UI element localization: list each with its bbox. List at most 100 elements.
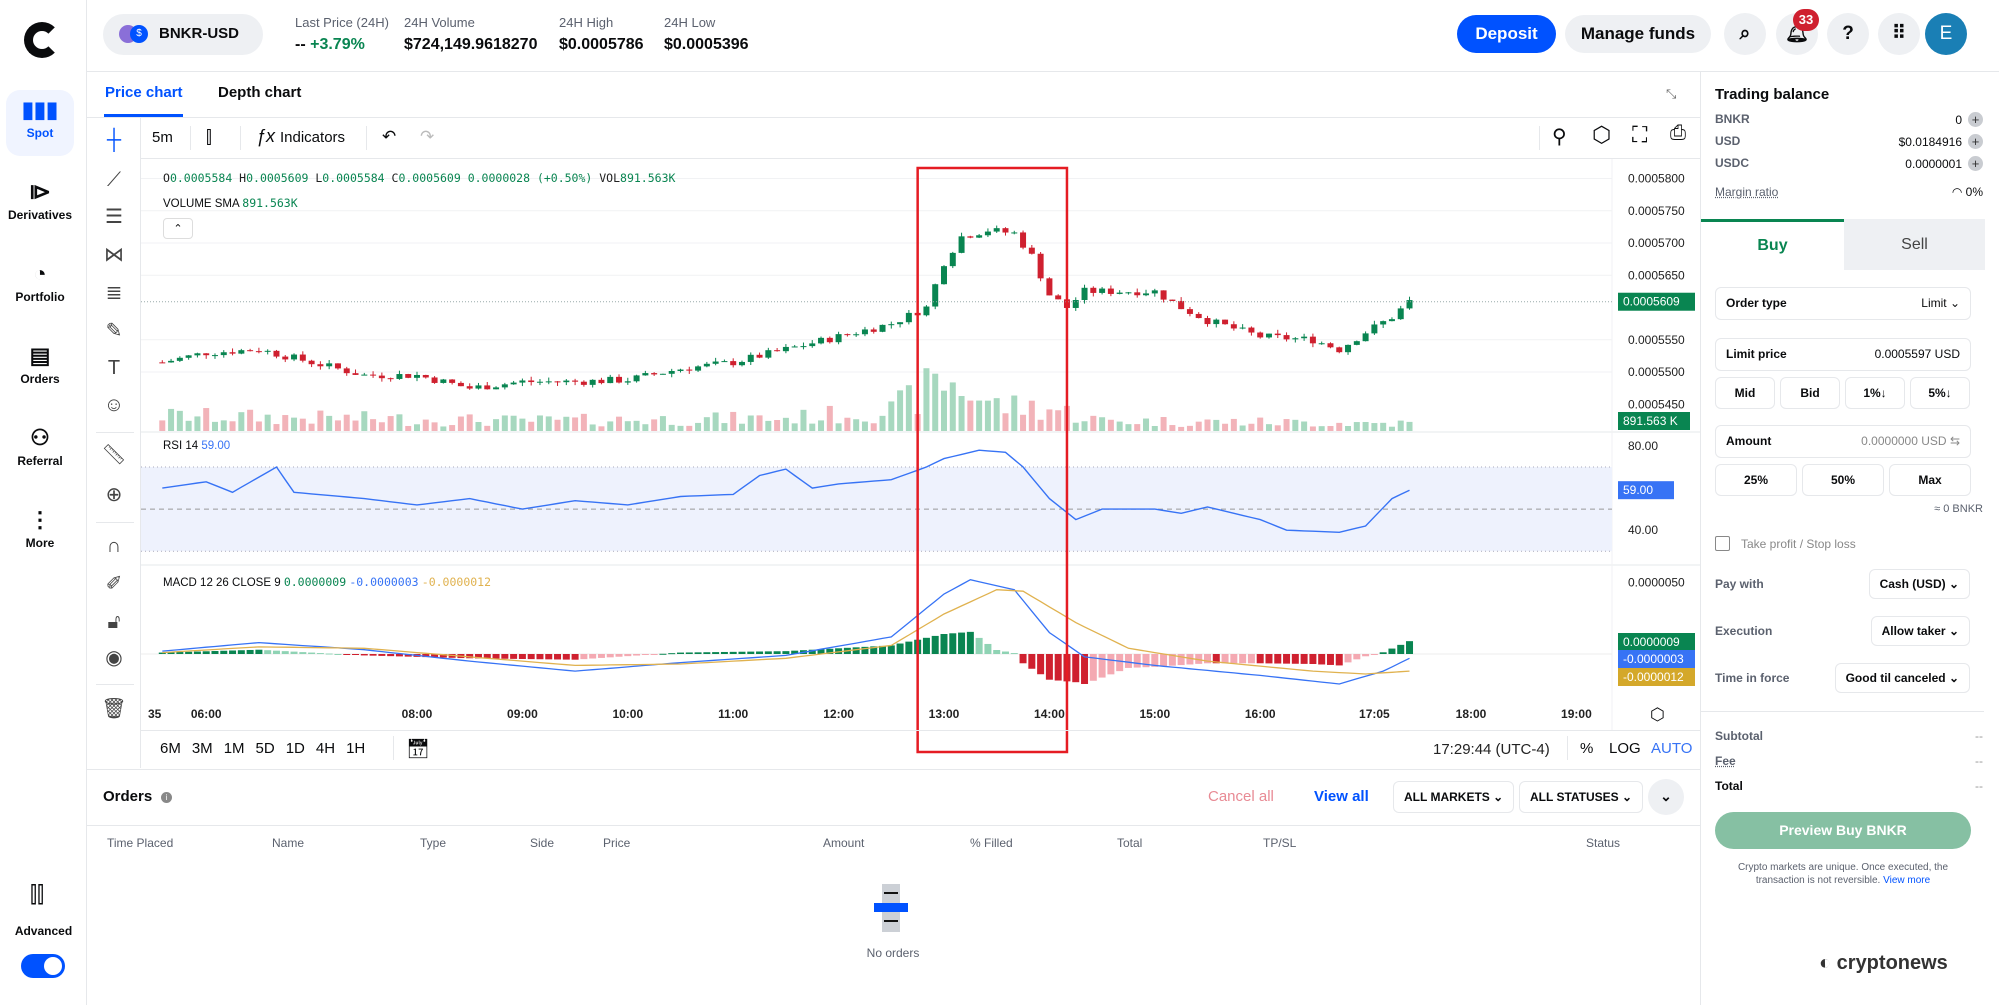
view-all-link[interactable]: View all <box>1314 788 1369 805</box>
candle-type-icon[interactable]: ⫿ <box>206 127 212 147</box>
range-button[interactable]: 3M <box>191 740 213 757</box>
order-type-select[interactable]: Order type Limit ⌄ <box>1715 287 1971 320</box>
quick-price-button[interactable]: 1%↓ <box>1845 377 1905 409</box>
horizontal-lines-icon[interactable]: ☰ <box>105 206 123 228</box>
go-to-date-icon[interactable]: 📅︎ <box>406 739 431 760</box>
view-more-link[interactable]: View more <box>1883 875 1931 886</box>
nav-portfolio[interactable]: ◔ Portfolio <box>6 254 74 320</box>
collapse-legend-button[interactable]: ⌃ <box>163 218 193 239</box>
range-button[interactable]: 6M <box>160 740 181 757</box>
tab-depth-chart[interactable]: Depth chart <box>218 84 302 101</box>
zoom-in-icon[interactable]: ⊕ <box>105 484 123 506</box>
nav-orders[interactable]: ▤ Orders <box>6 336 74 402</box>
trend-line-icon[interactable]: ⟋ <box>107 169 121 191</box>
column-header: % Filled <box>970 836 1013 850</box>
expand-orders-button[interactable]: ⌄ <box>1648 779 1684 815</box>
rsi-tag <box>1618 481 1674 500</box>
advanced-toggle[interactable] <box>21 954 65 978</box>
undo-icon[interactable]: ↶ <box>382 127 397 146</box>
deposit-button[interactable]: Deposit <box>1457 15 1556 53</box>
notifications-button[interactable]: 🔔︎ 33 <box>1776 9 1819 55</box>
nav-referral[interactable]: ⚇ Referral <box>6 418 74 484</box>
preview-buy-button[interactable]: Preview Buy BNKR <box>1715 812 1971 849</box>
quick-search-icon[interactable]: ⚲ <box>1552 126 1567 148</box>
pie-chart-icon: ◔ <box>33 261 47 286</box>
candle-body <box>1265 333 1272 338</box>
range-button[interactable]: 4H <box>315 740 336 757</box>
fullscreen-icon[interactable]: ⛶ <box>1632 122 1648 147</box>
ruler-icon[interactable]: 📏︎ <box>101 444 127 466</box>
auto-scale-button[interactable]: AUTO <box>1651 740 1693 757</box>
range-button[interactable]: 1H <box>346 740 366 757</box>
macd-histogram-bar <box>931 635 939 654</box>
range-button[interactable]: 1D <box>285 740 305 757</box>
volume-bar <box>291 417 298 431</box>
candle-body <box>1257 332 1264 338</box>
add-funds-icon[interactable]: + <box>1968 156 1983 171</box>
log-scale-button[interactable]: LOG <box>1609 740 1641 757</box>
range-button[interactable]: 5D <box>255 740 275 757</box>
volume-bar <box>677 425 684 431</box>
help-button[interactable]: ? <box>1827 13 1869 55</box>
search-button[interactable]: ⌕ <box>1724 13 1766 55</box>
trash-icon[interactable]: 🗑︎ <box>101 698 127 720</box>
nav-derivatives[interactable]: ⧐ Derivatives <box>0 172 80 238</box>
fib-icon[interactable]: ≣ <box>105 282 123 304</box>
volume-bar <box>466 414 473 431</box>
macd-histogram-bar <box>246 649 254 654</box>
pair-selector[interactable]: $ BNKR-USD <box>103 14 263 55</box>
limit-price-input[interactable]: Limit price 0.0005597 USD <box>1715 338 1971 371</box>
magnet-icon[interactable]: ∩ <box>106 535 122 557</box>
sell-tab[interactable]: Sell <box>1844 219 1985 270</box>
collapse-icon[interactable]: ⤡ <box>1666 86 1677 101</box>
pattern-icon[interactable]: ⋈ <box>104 244 124 266</box>
redo-icon[interactable]: ↷ <box>420 127 435 146</box>
volume-bar <box>255 421 262 431</box>
execution-dropdown[interactable]: Allow taker ⌄ <box>1870 616 1970 646</box>
emoji-icon[interactable]: ☺ <box>103 394 125 416</box>
tpsl-checkbox[interactable] <box>1715 536 1730 551</box>
pay-with-dropdown[interactable]: Cash (USD) ⌄ <box>1868 569 1970 599</box>
lock-drawing-icon[interactable]: ✐ <box>105 573 123 595</box>
percent-scale-button[interactable]: % <box>1580 740 1594 757</box>
nav-spot[interactable]: ▮▮▮ Spot <box>6 90 74 156</box>
quick-price-button[interactable]: Mid <box>1715 377 1775 409</box>
indicators-button[interactable]: Indicators <box>280 129 346 146</box>
buy-tab[interactable]: Buy <box>1701 219 1844 270</box>
amount-input[interactable]: Amount 0.0000000 USD ⇆ <box>1715 425 1971 458</box>
manage-funds-button[interactable]: Manage funds <box>1565 15 1711 53</box>
all-markets-dropdown[interactable]: ALL MARKETS ⌄ <box>1393 781 1515 813</box>
add-funds-icon[interactable]: + <box>1968 112 1983 127</box>
time-axis-settings-icon[interactable]: ⬡ <box>1650 705 1665 724</box>
fee-label[interactable]: Fee <box>1715 754 1736 768</box>
price-chart[interactable]: 0.0005800 0.0005750 0.0005700 0.0005650 0.00… <box>0 0 1700 770</box>
eye-icon[interactable]: ◉ <box>105 647 123 669</box>
camera-icon[interactable]: ⎙ <box>1670 122 1686 144</box>
margin-ratio-label[interactable]: Margin ratio <box>1715 185 1779 199</box>
quick-amount-button[interactable]: Max <box>1889 464 1971 496</box>
candle-body <box>264 350 271 352</box>
cancel-all-button[interactable]: Cancel all <box>1208 788 1274 805</box>
info-icon[interactable]: i <box>161 792 172 803</box>
crosshair-icon[interactable]: ┼ <box>106 129 122 151</box>
avatar[interactable]: E <box>1925 13 1967 55</box>
tab-price-chart[interactable]: Price chart <box>105 84 183 101</box>
interval-selector[interactable]: 5m <box>152 129 173 146</box>
add-funds-icon[interactable]: + <box>1968 134 1983 149</box>
candle-body <box>1151 290 1158 294</box>
quick-amount-button[interactable]: 25% <box>1715 464 1797 496</box>
settings-icon[interactable]: ⬡ <box>1592 122 1612 147</box>
apps-button[interactable]: ⠿ <box>1878 13 1920 55</box>
nav-more[interactable]: ⋮ More <box>6 500 74 566</box>
all-statuses-dropdown[interactable]: ALL STATUSES ⌄ <box>1519 781 1644 813</box>
range-button[interactable]: 1M <box>223 740 245 757</box>
brush-icon[interactable]: ✎ <box>105 320 123 342</box>
quick-price-button[interactable]: Bid <box>1780 377 1840 409</box>
quick-amount-button[interactable]: 50% <box>1802 464 1884 496</box>
lock-icon[interactable]: 🔓︎ <box>107 611 121 633</box>
coinbase-logo[interactable] <box>24 22 60 58</box>
macd-histogram-bar <box>1019 654 1027 664</box>
text-icon[interactable]: T <box>107 357 121 379</box>
quick-price-button[interactable]: 5%↓ <box>1910 377 1970 409</box>
time-in-force-dropdown[interactable]: Good til canceled ⌄ <box>1834 663 1970 693</box>
